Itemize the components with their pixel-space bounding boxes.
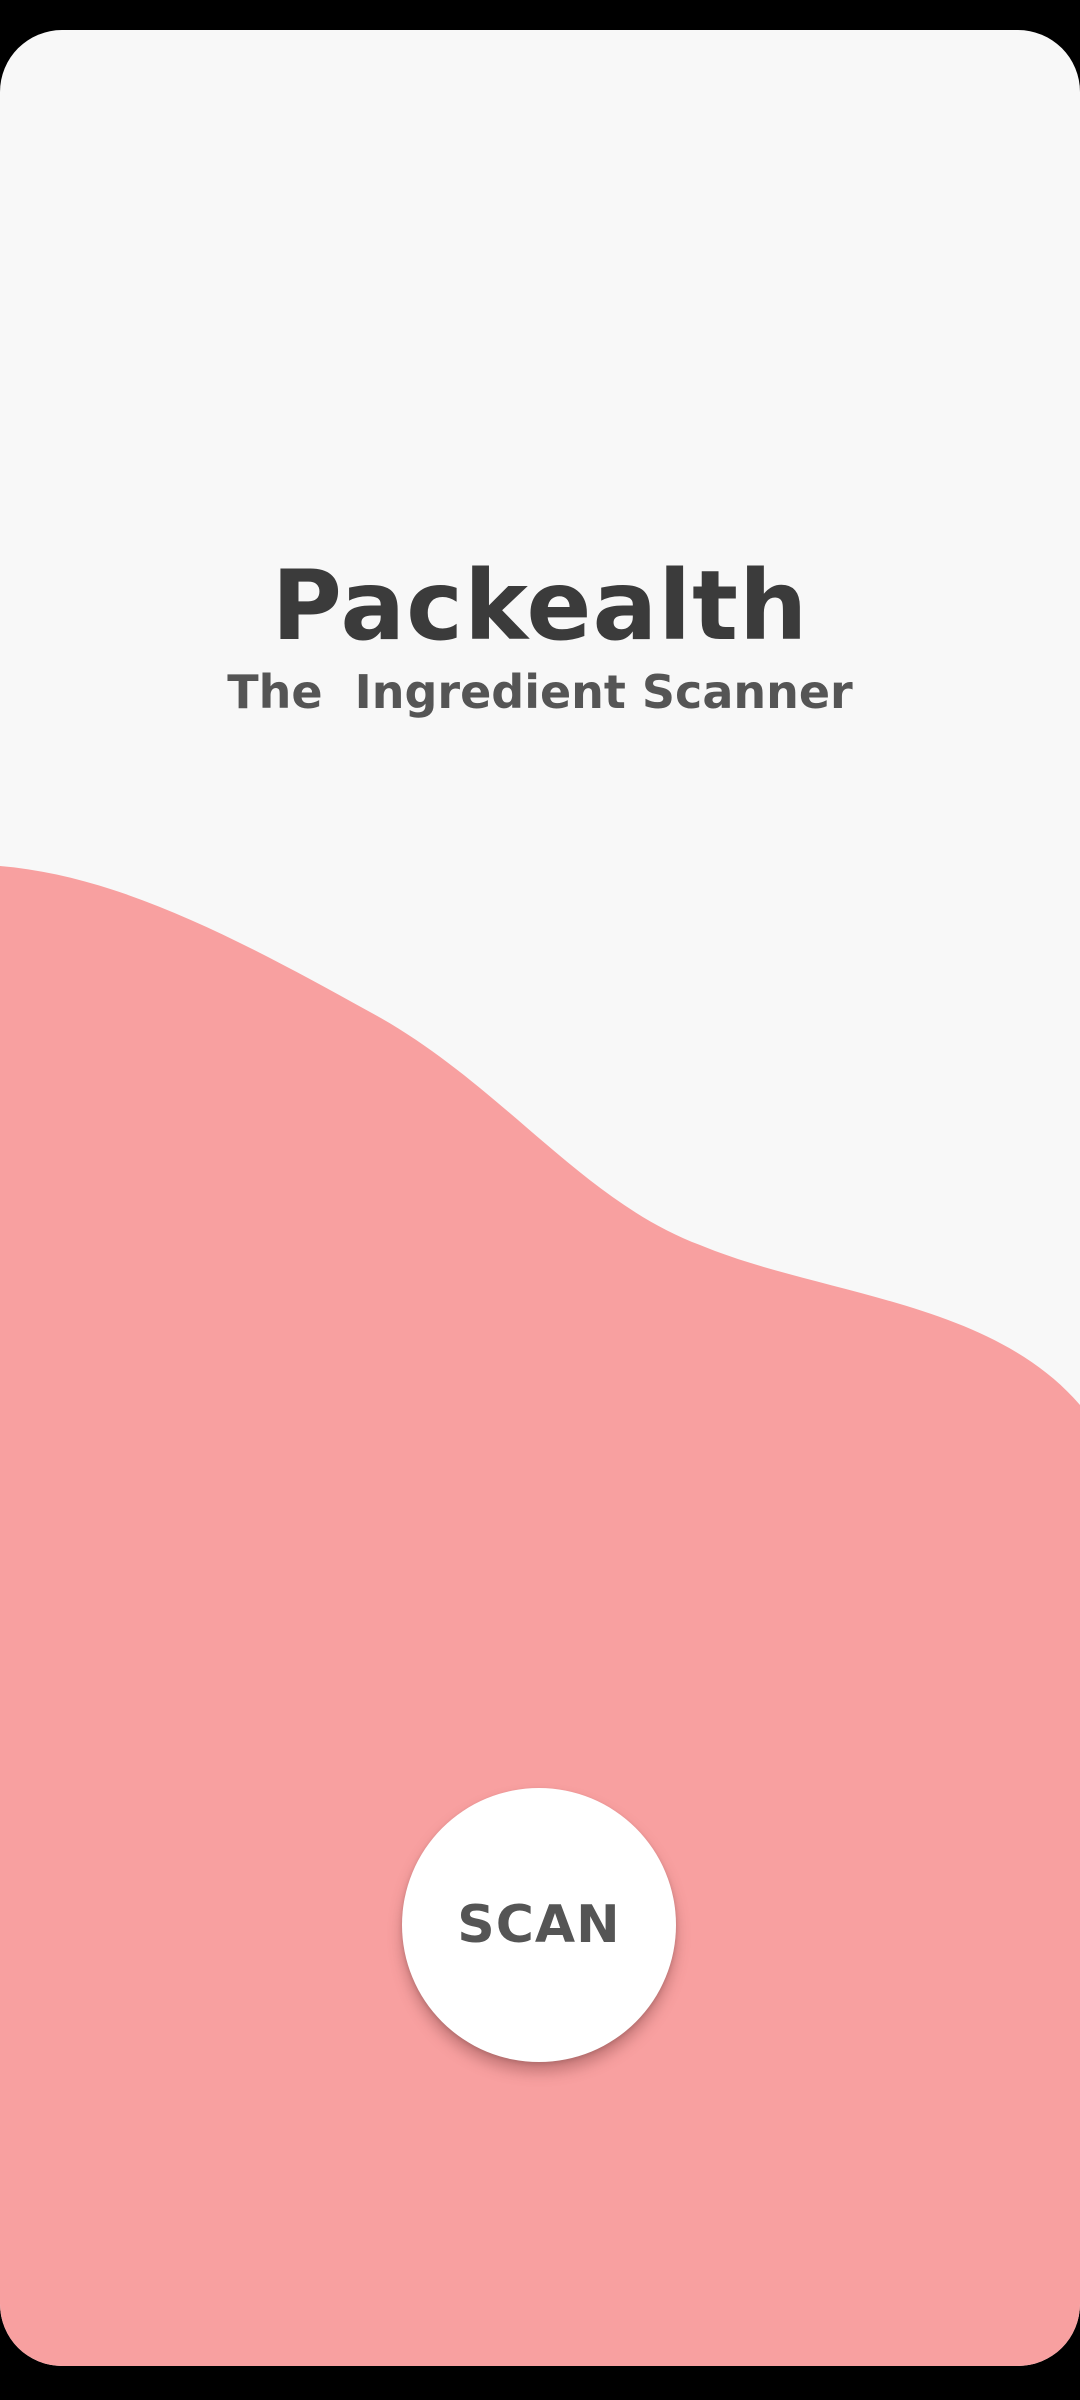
scan-button[interactable]: SCAN: [402, 1788, 676, 2062]
title-block: Packealth The Ingredient Scanner: [0, 550, 1080, 722]
screen: Packealth The Ingredient Scanner SCAN: [0, 30, 1080, 2366]
app-subtitle: The Ingredient Scanner: [227, 665, 853, 719]
scan-button-label: SCAN: [457, 1895, 621, 1955]
wave-background: [0, 866, 1080, 2366]
app-title: Packealth: [271, 550, 809, 662]
wave-shape: [0, 866, 1080, 2366]
